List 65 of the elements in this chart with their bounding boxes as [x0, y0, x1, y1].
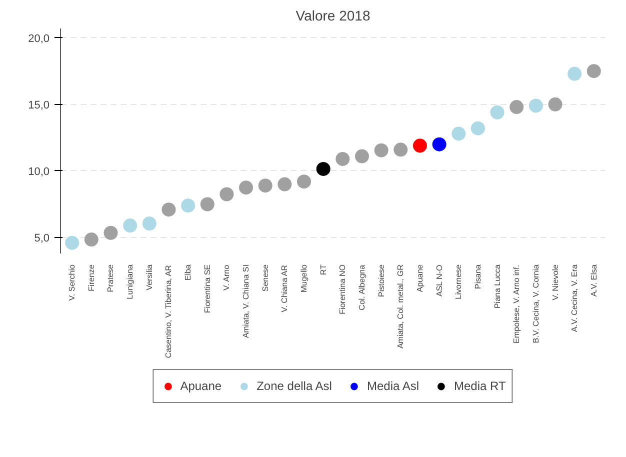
x-tick-label: Senese	[260, 264, 270, 292]
point	[432, 137, 446, 152]
point	[452, 126, 466, 141]
point	[374, 143, 388, 158]
legend-label: Zone della Asl	[256, 379, 332, 393]
point	[278, 177, 292, 192]
point	[104, 226, 118, 240]
x-tick-label: Amiata, V. Chiana SI	[242, 264, 251, 338]
point	[181, 198, 196, 213]
x-tick-label: B.V. Cecina, V. Cornia	[531, 264, 540, 344]
point	[258, 178, 272, 193]
point	[239, 180, 254, 195]
x-tick-label: Amiata, Col. metal., GR	[396, 264, 406, 349]
point	[568, 66, 582, 81]
x-tick-label: Casentino, V. Tiberina, AR	[164, 264, 174, 358]
point	[123, 218, 138, 233]
y-tick-label: 15,0	[28, 99, 50, 112]
point	[162, 202, 176, 217]
point	[84, 232, 98, 247]
y-tick-label: 10,0	[28, 166, 50, 178]
point	[220, 187, 234, 202]
point	[394, 142, 408, 157]
x-tick-label: V. Serchio	[68, 264, 77, 301]
x-tick-label: Apuane	[415, 264, 424, 292]
x-tick-label: Pisana	[473, 264, 482, 289]
point	[586, 64, 601, 78]
point	[354, 149, 369, 164]
x-tick-label: A.V. Cecina, V. Era	[570, 264, 580, 332]
x-tick-label: Mugello	[300, 264, 309, 293]
x-tick-label: Piana Lucca	[492, 264, 502, 309]
x-tick-label: Fiorentina NO	[338, 264, 348, 314]
x-tick-label: A.V. Elsa	[589, 264, 598, 297]
point	[200, 197, 214, 212]
x-tick-label: Pratese	[106, 264, 116, 292]
chart-title: Valore 2018	[296, 8, 370, 24]
point	[548, 97, 562, 112]
point	[528, 98, 543, 113]
legend-label: Media Asl	[366, 379, 419, 393]
x-tick-label: ASL N-O	[434, 264, 444, 297]
x-tick-label: Versilia	[144, 264, 154, 290]
legend-label: Media RT	[454, 379, 506, 393]
point	[470, 121, 485, 136]
x-tick-label: Fiorentina SE	[202, 264, 212, 313]
x-tick-label: Pistoiese	[376, 264, 386, 297]
x-tick-label: RT	[318, 264, 328, 276]
x-tick-label: Col. Albegna	[357, 264, 366, 310]
point	[412, 138, 427, 153]
x-tick-label: Livornese	[454, 264, 464, 300]
point	[510, 100, 524, 114]
point	[142, 216, 156, 231]
x-tick-label: V. Arno	[222, 264, 232, 290]
legend-label: Apuane	[180, 379, 222, 393]
x-tick-label: Firenze	[86, 264, 96, 292]
point	[65, 236, 80, 250]
x-tick-label: V. Chiana AR	[280, 264, 290, 312]
point	[336, 152, 350, 166]
point	[490, 105, 504, 120]
x-tick-label: Elba	[184, 264, 193, 281]
y-tick-label: 20,0	[28, 32, 50, 45]
x-tick-label: Lunigiana	[126, 264, 135, 300]
point	[316, 162, 330, 176]
x-tick-label: Empolese, V. Arno inf.	[512, 264, 522, 344]
x-tick-label: V. Nievole	[550, 264, 560, 300]
y-tick-label: 5,0	[34, 232, 50, 245]
point	[297, 174, 312, 189]
